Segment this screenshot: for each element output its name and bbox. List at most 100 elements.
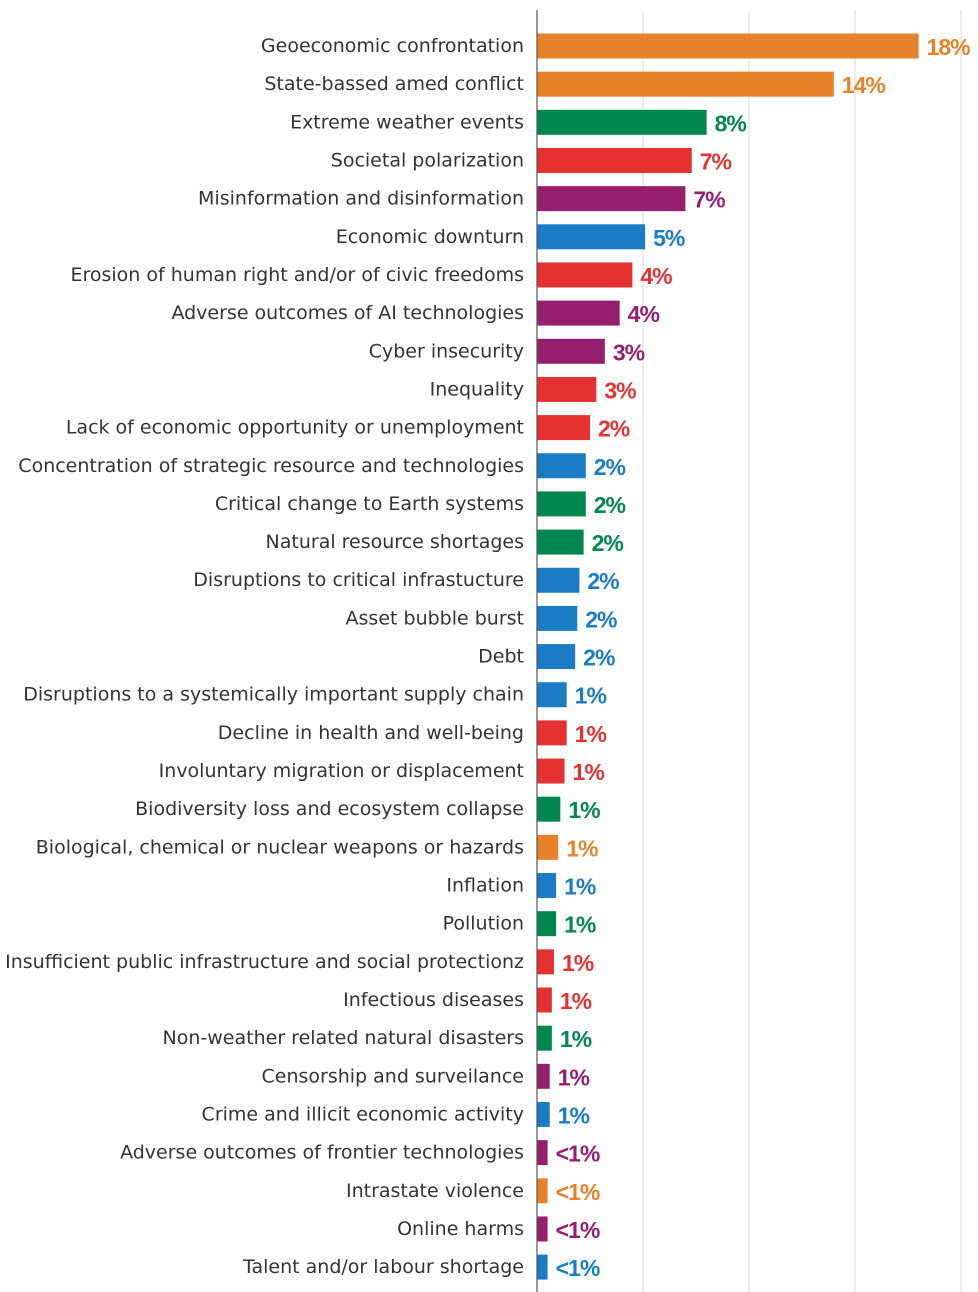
bar-9 [537,376,597,402]
category-label-28: Crime and illicit economic activity [202,1103,524,1125]
bar-8 [537,338,605,364]
value-label-16: 2% [583,645,615,671]
category-label-27: Censorship and surveilance [261,1065,524,1087]
bar-19 [537,758,565,784]
bar-17 [537,682,567,708]
value-label-26: 1% [560,1026,592,1052]
category-label-10: Lack of economic opportunity or unemploy… [66,417,524,439]
category-label-15: Asset bubble burst [346,607,524,629]
bar-13 [537,529,584,555]
category-label-13: Natural resource shortages [266,531,524,553]
category-label-12: Critical change to Earth systems [215,493,524,515]
bar-30 [537,1178,548,1204]
value-label-19: 1% [573,759,605,785]
bar-31 [537,1216,548,1242]
bar-32 [537,1254,548,1280]
category-label-14: Disruptions to critical infrastucture [193,569,524,591]
bar-20 [537,796,561,822]
value-label-3: 7% [700,148,732,174]
bar-11 [537,453,586,479]
bar-2 [537,109,707,135]
category-label-23: Pollution [443,913,524,935]
category-label-21: Biological, chemical or nuclear weapons … [36,836,524,858]
category-label-9: Inequality [430,378,524,400]
value-label-4: 7% [693,187,725,213]
value-label-5: 5% [653,225,685,251]
value-label-6: 4% [640,263,672,289]
category-label-32: Talent and/or labour shortage [242,1256,524,1278]
bar-24 [537,949,554,975]
bar-28 [537,1101,550,1127]
value-label-9: 3% [604,377,636,403]
value-label-7: 4% [628,301,660,327]
value-label-12: 2% [594,492,626,518]
bar-18 [537,720,567,746]
category-label-8: Cyber insecurity [369,340,524,362]
value-label-10: 2% [598,416,630,442]
bars [537,33,919,1280]
grid-lines [642,10,962,1292]
category-label-1: State-bassed amed conflict [264,73,524,95]
category-label-7: Adverse outcomes of AI technologies [171,302,524,324]
bar-21 [537,834,559,860]
value-label-23: 1% [564,912,596,938]
value-label-27: 1% [558,1064,590,1090]
value-label-17: 1% [575,683,607,709]
value-label-20: 1% [568,797,600,823]
category-label-20: Biodiversity loss and ecosystem collapse [135,798,524,820]
bar-22 [537,873,557,899]
category-label-5: Economic downturn [336,226,524,248]
value-label-22: 1% [564,874,596,900]
bar-27 [537,1063,550,1089]
category-label-29: Adverse outcomes of frontier technologie… [120,1142,524,1164]
value-label-21: 1% [566,835,598,861]
bar-25 [537,987,552,1013]
bar-29 [537,1140,548,1166]
category-label-6: Erosion of human right and/or of civic f… [70,264,524,286]
bar-10 [537,415,590,441]
bar-1 [537,71,834,97]
category-label-0: Geoeconomic confrontation [261,35,524,57]
bar-3 [537,147,692,173]
category-label-25: Infectious diseases [343,989,524,1011]
bar-0 [537,33,919,59]
value-label-14: 2% [587,568,619,594]
value-label-30: <1% [556,1179,600,1205]
value-label-15: 2% [585,606,617,632]
value-label-31: <1% [556,1217,600,1243]
value-label-29: <1% [556,1141,600,1167]
category-label-24: Insufficient public infrastructure and s… [5,951,524,973]
category-label-30: Intrastate violence [346,1180,524,1202]
category-label-22: Inflation [446,875,524,897]
value-label-18: 1% [575,721,607,747]
category-label-11: Concentration of strategic resource and … [18,455,524,477]
category-label-17: Disruptions to a systemically important … [23,684,524,706]
category-label-4: Misinformation and disinformation [198,188,524,210]
value-label-0: 18% [927,34,971,60]
value-label-24: 1% [562,950,594,976]
bar-7 [537,300,620,326]
category-labels: Geoeconomic confrontation State-bassed am… [5,35,524,1278]
category-label-19: Involuntary migration or displacement [159,760,524,782]
bar-14 [537,567,580,593]
category-label-26: Non-weather related natural disasters [163,1027,524,1049]
value-label-28: 1% [558,1102,590,1128]
category-label-18: Decline in health and well-being [218,722,524,744]
bar-4 [537,186,686,212]
value-label-2: 8% [715,110,747,136]
value-label-13: 2% [592,530,624,556]
value-label-32: <1% [556,1255,600,1281]
bar-5 [537,224,646,250]
value-label-11: 2% [594,454,626,480]
value-label-25: 1% [560,988,592,1014]
bar-16 [537,644,576,670]
category-label-16: Debt [478,646,524,668]
category-label-31: Online harms [397,1218,524,1240]
category-label-3: Societal polarization [331,149,524,171]
bar-15 [537,605,578,631]
bar-12 [537,491,586,517]
bar-6 [537,262,633,288]
bar-26 [537,1025,552,1051]
category-label-2: Extreme weather events [290,111,524,133]
